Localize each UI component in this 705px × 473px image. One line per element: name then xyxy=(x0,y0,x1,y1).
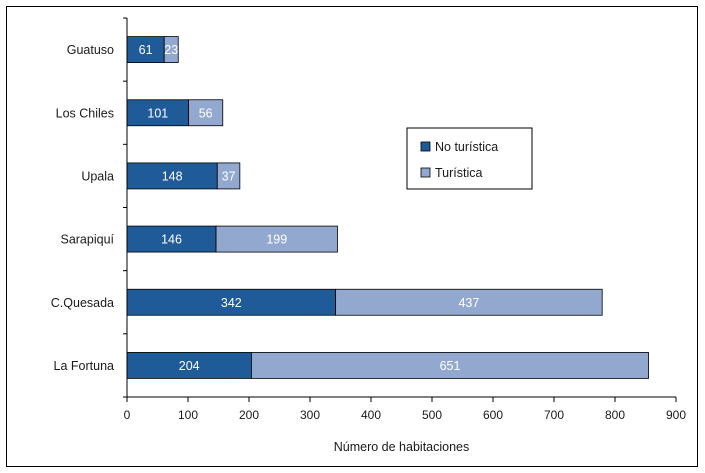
x-tick-label: 800 xyxy=(605,408,625,422)
x-tick-label: 400 xyxy=(361,408,381,422)
x-tick-label: 600 xyxy=(483,408,503,422)
labels-layer: 61 23 Guatuso 101 56 Los Chiles 148 37 Upala 146 1… xyxy=(51,43,480,373)
legend-box xyxy=(406,127,533,190)
data-label: 61 xyxy=(139,43,153,57)
category-label: Guatuso xyxy=(67,43,114,57)
x-tick-label: 100 xyxy=(178,408,198,422)
legend-swatch-no-turistica xyxy=(420,141,431,152)
data-label: 37 xyxy=(222,169,236,183)
x-tick-label: 500 xyxy=(422,408,442,422)
bar-la-fortuna-turistica xyxy=(251,352,649,379)
data-label: 204 xyxy=(179,359,200,373)
x-tick-label: 900 xyxy=(666,408,686,422)
x-tick-label: 0 xyxy=(124,408,131,422)
legend-label-no-turistica: No turística xyxy=(435,140,498,154)
data-label: 148 xyxy=(162,169,183,183)
x-tick-label: 700 xyxy=(544,408,564,422)
bar-los-chiles-no-turistica xyxy=(126,99,190,127)
chart-frame xyxy=(6,6,698,467)
bar-guatuso-no-turistica xyxy=(126,36,165,63)
bar-upala-turistica xyxy=(216,162,241,190)
category-label: Upala xyxy=(81,169,114,183)
data-label: 56 xyxy=(199,106,213,120)
bar-sarapiqu--turistica xyxy=(215,225,338,253)
axes-layer: 0 100 200 300 400 500 600 700 800 900 xyxy=(123,17,686,422)
legend-label-turistica: Turística xyxy=(435,166,483,180)
legend-swatch-turistica xyxy=(420,167,431,178)
data-label: 199 xyxy=(266,233,287,247)
data-label: 651 xyxy=(440,359,461,373)
bar-upala-no-turistica xyxy=(126,162,218,190)
bar-los-chiles-turistica xyxy=(188,99,224,127)
bar-la-fortuna-no-turistica xyxy=(126,352,252,379)
legend: No turística Turística xyxy=(406,127,533,190)
x-tick-label: 200 xyxy=(239,408,259,422)
data-label: 101 xyxy=(147,106,168,120)
data-label: 23 xyxy=(164,43,178,57)
bar-guatuso-turistica xyxy=(163,36,179,63)
category-label: Sarapiquí xyxy=(60,233,114,247)
data-label: 342 xyxy=(221,296,242,310)
bar-sarapiqu--no-turistica xyxy=(126,225,217,253)
bars-layer xyxy=(126,36,649,379)
x-axis-title: Número de habitaciones xyxy=(334,440,470,454)
bar-c-quesada-turistica xyxy=(335,288,603,316)
data-label: 146 xyxy=(161,233,182,247)
category-label: C.Quesada xyxy=(51,296,114,310)
category-label: La Fortuna xyxy=(54,359,115,373)
x-tick-label: 300 xyxy=(300,408,320,422)
bar-c-quesada-no-turistica xyxy=(126,288,337,316)
data-label: 437 xyxy=(458,296,479,310)
category-label: Los Chiles xyxy=(56,106,114,120)
